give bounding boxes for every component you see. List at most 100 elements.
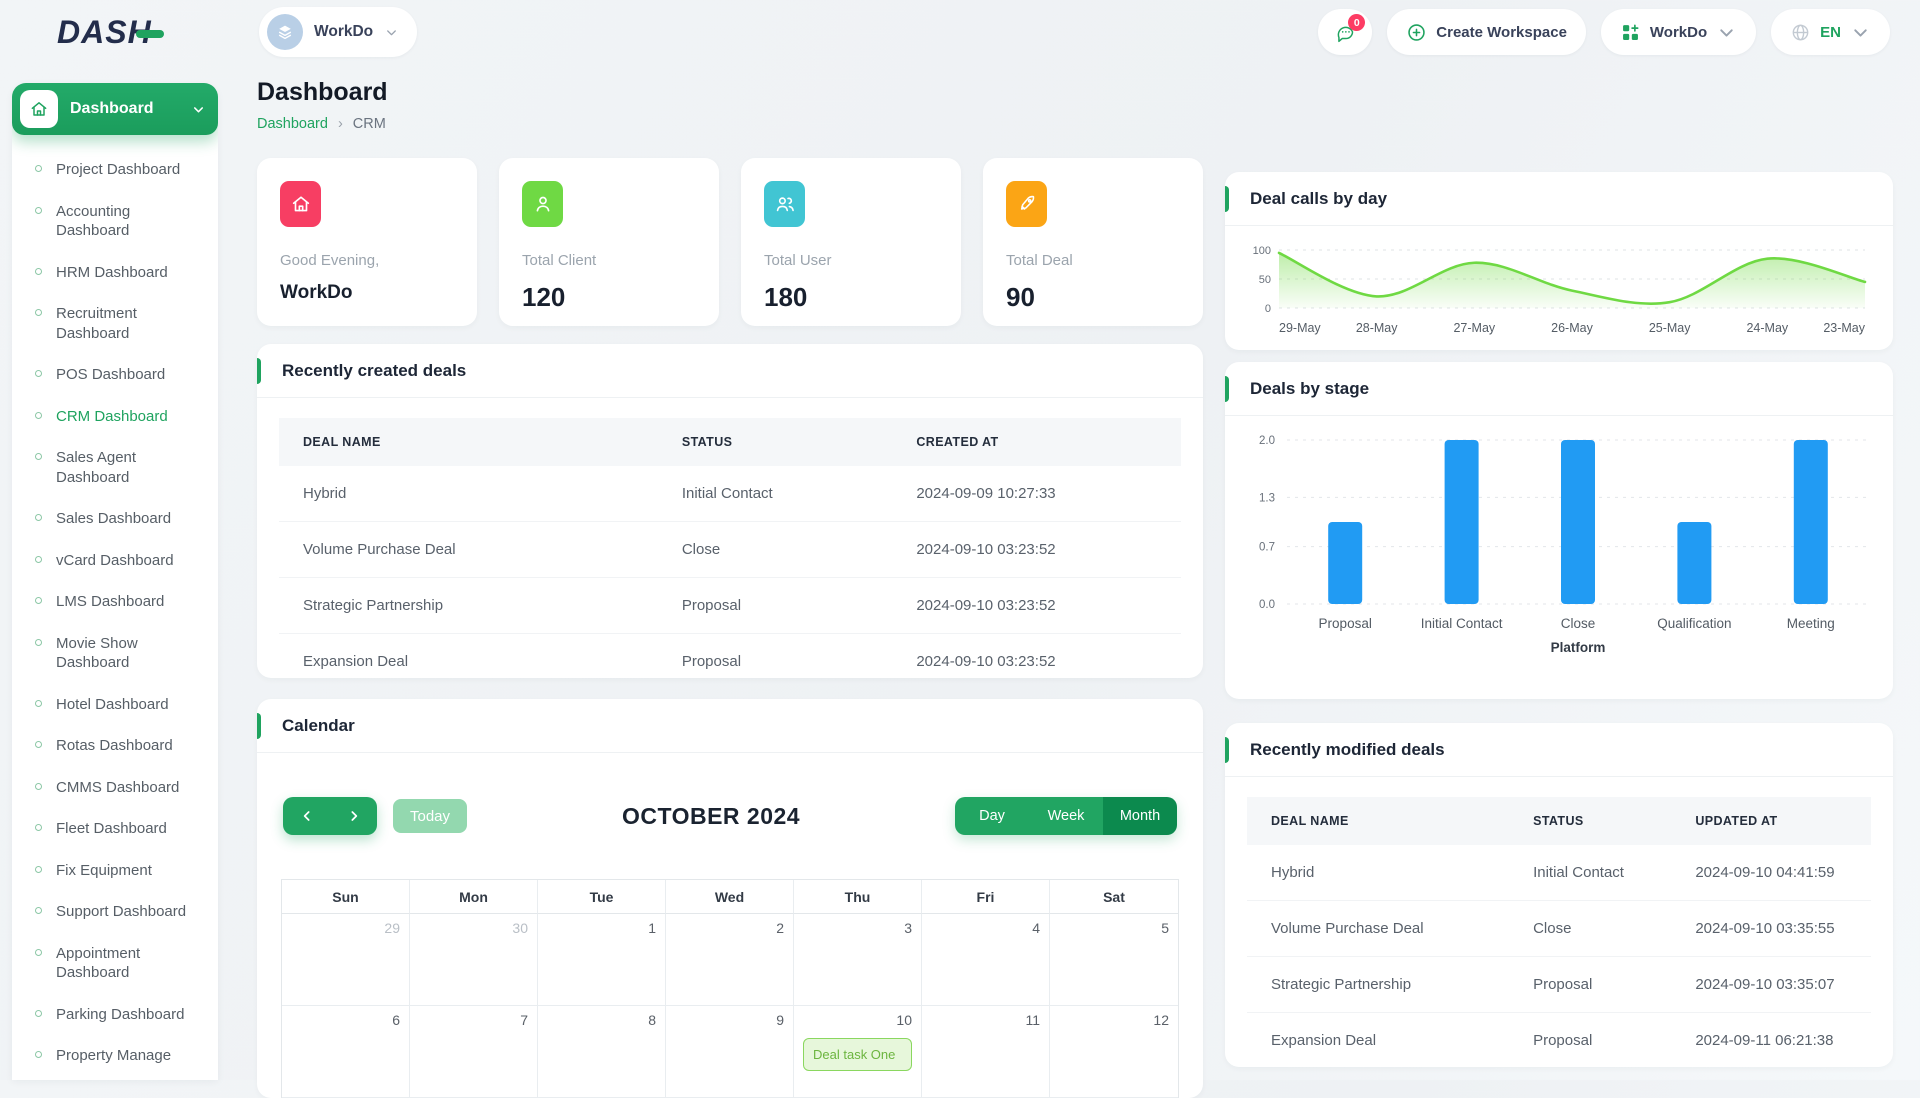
- globe-icon: [1792, 24, 1809, 40]
- sidebar-item-accounting-dashboard[interactable]: Accounting Dashboard: [12, 191, 210, 252]
- calendar-next-button[interactable]: [330, 797, 377, 835]
- day-number: 29: [384, 920, 400, 936]
- chevron-right-icon: [350, 811, 357, 821]
- user-workspace-menu[interactable]: WorkDo: [1600, 9, 1757, 55]
- calendar-day-1[interactable]: 1: [538, 914, 666, 1006]
- svg-text:100: 100: [1253, 245, 1271, 257]
- workspace-switcher[interactable]: WorkDo: [259, 7, 418, 57]
- sidebar-item-rotas-dashboard[interactable]: Rotas Dashboard: [12, 725, 210, 767]
- svg-text:Proposal: Proposal: [1319, 616, 1372, 631]
- sidebar-item-dashboard[interactable]: Dashboard: [12, 83, 218, 135]
- deals-by-stage-card: Deals by stage 2.0 1.3 0.7 0.0 Proposal Initi…: [1225, 362, 1893, 699]
- bullet-circle-icon: [35, 309, 42, 316]
- deal-name-cell: Expansion Deal: [279, 633, 658, 678]
- calendar-view-month[interactable]: Month: [1103, 797, 1177, 835]
- calendar-day-10[interactable]: 10 Deal task One: [794, 1006, 922, 1098]
- svg-text:Initial Contact: Initial Contact: [1421, 616, 1503, 631]
- card-title: Recently modified deals: [1250, 739, 1445, 759]
- day-number: 4: [1032, 920, 1040, 936]
- calendar-day-8[interactable]: 8: [538, 1006, 666, 1098]
- bullet-circle-icon: [35, 824, 42, 831]
- day-number: 12: [1153, 1012, 1169, 1028]
- calendar-day-12[interactable]: 12: [1050, 1006, 1178, 1098]
- sidebar-item-movie-show-dashboard[interactable]: Movie Show Dashboard: [12, 623, 210, 684]
- bullet-circle-icon: [35, 370, 42, 377]
- calendar-view-week[interactable]: Week: [1029, 797, 1103, 835]
- page-title: Dashboard: [257, 78, 388, 106]
- calendar-view-day[interactable]: Day: [955, 797, 1029, 835]
- sidebar-item-cmms-dashboard[interactable]: CMMS Dashboard: [12, 767, 210, 809]
- sidebar-item-label: CMMS Dashboard: [56, 778, 180, 796]
- sidebar-item-label: Accounting Dashboard: [56, 202, 131, 240]
- calendar-day-7[interactable]: 7: [410, 1006, 538, 1098]
- sidebar-item-sales-dashboard[interactable]: Sales Dashboard: [12, 498, 210, 540]
- stat-card-total-user: Total User 180: [741, 158, 961, 326]
- sidebar-item-hrm-dashboard[interactable]: HRM Dashboard: [12, 252, 210, 294]
- calendar-day-2[interactable]: 2: [666, 914, 794, 1006]
- calendar-today-button[interactable]: Today: [393, 799, 468, 833]
- sidebar-item-crm-dashboard[interactable]: CRM Dashboard: [12, 396, 210, 438]
- sidebar-item-recruitment-dashboard[interactable]: Recruitment Dashboard: [12, 293, 210, 354]
- sidebar-item-support-dashboard[interactable]: Support Dashboard: [12, 891, 210, 933]
- calendar-day-6[interactable]: 6: [282, 1006, 410, 1098]
- stat-card-label: Good Evening,: [280, 252, 380, 269]
- messages-button[interactable]: 0: [1318, 9, 1373, 55]
- calendar-event[interactable]: Deal task One: [803, 1038, 912, 1071]
- date-cell: 2024-09-10 04:41:59: [1671, 845, 1871, 901]
- stat-card-label: Total User: [764, 252, 832, 269]
- topbar-actions: 0 Create Workspace WorkDo EN: [1318, 9, 1890, 55]
- sidebar-item-label: Recruitment Dashboard: [56, 305, 137, 342]
- calendar-day-4[interactable]: 4: [922, 914, 1050, 1006]
- calendar-toolbar: Today OCTOBER 2024 Day Week Month: [257, 753, 1203, 835]
- day-number: 1: [648, 920, 656, 936]
- calendar-day-11[interactable]: 11: [922, 1006, 1050, 1098]
- create-workspace-button[interactable]: Create Workspace: [1387, 9, 1586, 55]
- deal-name-cell: Hybrid: [279, 466, 658, 522]
- bullet-circle-icon: [35, 555, 42, 563]
- sidebar: Dashboard Project Dashboard Accounting Da…: [12, 83, 218, 1080]
- sidebar-item-beauty-spa-dashboard[interactable]: Beauty Spa Dashboard: [12, 1077, 210, 1081]
- sidebar-item-parking-dashboard[interactable]: Parking Dashboard: [12, 994, 210, 1036]
- sidebar-item-appointment-dashboard[interactable]: Appointment Dashboard: [12, 933, 210, 994]
- sidebar-item-sales-agent-dashboard[interactable]: Sales Agent Dashboard: [12, 437, 210, 498]
- breadcrumb-dashboard-link[interactable]: Dashboard: [257, 116, 328, 132]
- language-selector[interactable]: EN: [1771, 9, 1890, 55]
- sidebar-item-project-dashboard[interactable]: Project Dashboard: [12, 149, 210, 191]
- weekday-wed: Wed: [666, 880, 794, 914]
- deals-table: DEAL NAME STATUS CREATED AT Hybrid Initial C…: [279, 418, 1181, 678]
- calendar-day-9[interactable]: 9: [666, 1006, 794, 1098]
- bullet-circle-icon: [35, 638, 42, 646]
- breadcrumb: Dashboard › CRM: [257, 116, 1893, 132]
- sidebar-item-property-manage[interactable]: Property Manage: [12, 1035, 210, 1077]
- sidebar-item-vcard-dashboard[interactable]: vCard Dashboard: [12, 540, 210, 582]
- sidebar-item-lms-dashboard[interactable]: LMS Dashboard: [12, 581, 210, 623]
- notification-badge: 0: [1348, 14, 1366, 31]
- status-cell: Close: [1509, 900, 1672, 957]
- main-content: Dashboard Dashboard › CRM Good Evening, Wor…: [257, 78, 1893, 1098]
- calendar-day-3[interactable]: 3: [794, 914, 922, 1006]
- sidebar-item-fleet-dashboard[interactable]: Fleet Dashboard: [12, 808, 210, 850]
- calendar-day-29[interactable]: 29: [282, 914, 410, 1006]
- calendar-day-30[interactable]: 30: [410, 914, 538, 1006]
- deal-name-cell: Hybrid: [1247, 845, 1510, 901]
- calendar-day-5[interactable]: 5: [1050, 914, 1178, 1006]
- weekday-fri: Fri: [922, 880, 1050, 914]
- sidebar-item-label: Appointment Dashboard: [56, 944, 141, 982]
- sidebar-item-hotel-dashboard[interactable]: Hotel Dashboard: [12, 684, 210, 726]
- calendar-prev-button[interactable]: [283, 797, 330, 835]
- date-cell: 2024-09-10 03:23:52: [892, 633, 1181, 678]
- chevron-down-icon: [1716, 22, 1737, 43]
- svg-text:29-May: 29-May: [1279, 321, 1321, 335]
- sidebar-item-fix-equipment[interactable]: Fix Equipment: [12, 850, 210, 892]
- logo-dash-accent: [135, 30, 164, 38]
- sidebar-item-label: Support Dashboard: [56, 903, 187, 920]
- table-row: Hybrid Initial Contact 2024-09-09 10:27:33: [279, 466, 1181, 522]
- bullet-circle-icon: [35, 865, 42, 873]
- weekday-sat: Sat: [1050, 880, 1178, 914]
- sidebar-item-label: Parking Dashboard: [56, 1005, 185, 1023]
- day-number: 11: [1025, 1012, 1040, 1028]
- bullet-circle-icon: [35, 165, 42, 172]
- svg-text:1.3: 1.3: [1259, 492, 1275, 504]
- app-logo[interactable]: DASH: [57, 14, 207, 51]
- sidebar-item-pos-dashboard[interactable]: POS Dashboard: [12, 354, 210, 396]
